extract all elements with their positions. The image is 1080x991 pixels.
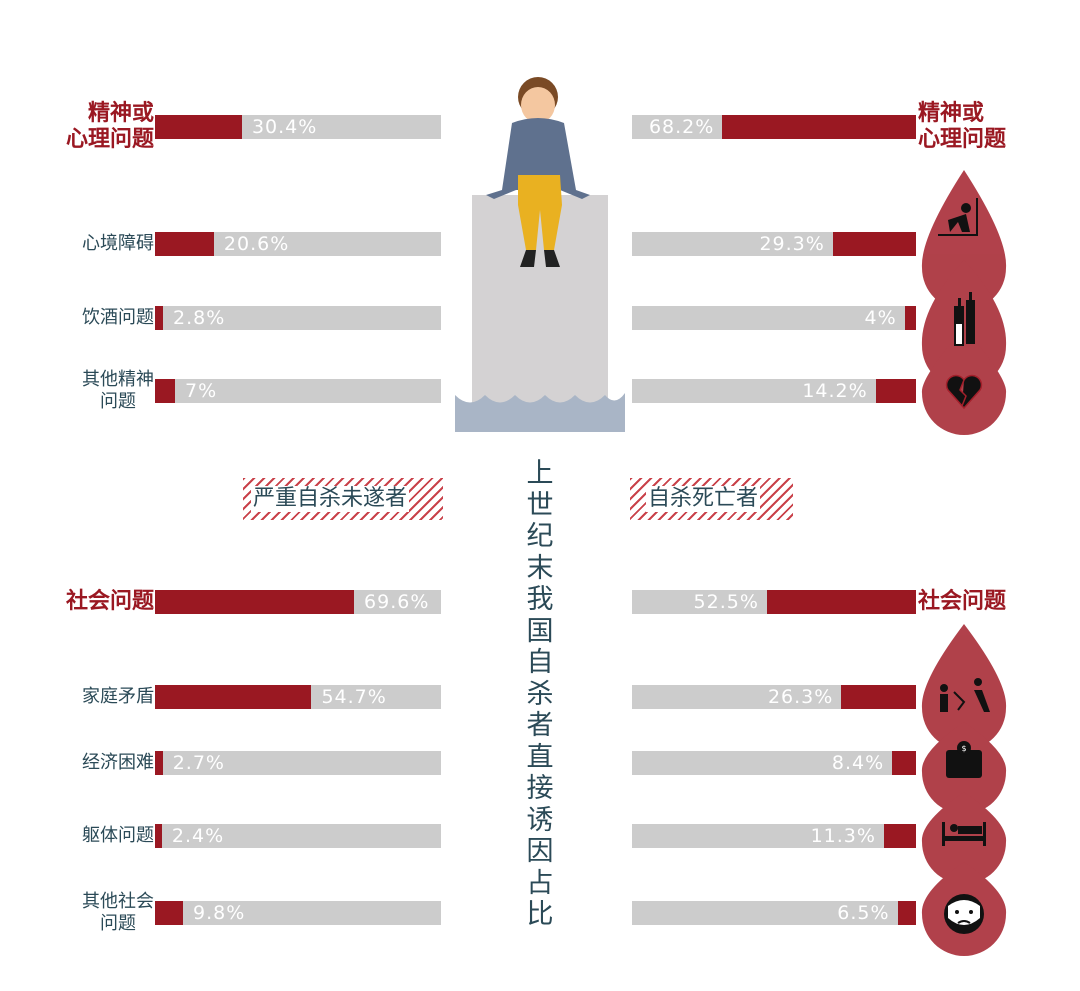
attempted-value-label: 7% xyxy=(185,380,218,402)
attempted-bar-track: 2.4% xyxy=(155,824,441,848)
deaths-value-label: 11.3% xyxy=(810,825,876,847)
attempted-bar-track: 30.4% xyxy=(155,115,441,139)
depressed-person-icon xyxy=(938,198,978,236)
attempted-bar-track: 20.6% xyxy=(155,232,441,256)
drops-mental xyxy=(921,170,1007,435)
attempted-category-label: 家庭矛盾 xyxy=(82,686,154,707)
deaths-value-label: 8.4% xyxy=(831,752,885,774)
deaths-bar-fill xyxy=(841,685,916,709)
drops-social: $ xyxy=(921,624,1007,956)
deaths-value-label: 6.5% xyxy=(837,902,890,924)
attempted-value-label: 54.7% xyxy=(321,686,387,708)
deaths-bar-track: 14.2% xyxy=(632,379,916,403)
water xyxy=(455,393,625,432)
attempted-bar-track: 7% xyxy=(155,379,441,403)
attempted-bar-fill xyxy=(155,232,214,256)
person-on-ledge-illustration xyxy=(455,77,625,432)
attempted-value-label: 2.8% xyxy=(173,307,226,329)
attempted-category-label: 躯体问题 xyxy=(82,825,154,846)
deaths-bar-fill xyxy=(892,751,916,775)
attempted-bar-fill xyxy=(155,306,163,330)
attempted-bar-fill xyxy=(155,901,184,925)
attempted-bar-fill xyxy=(155,751,163,775)
deaths-bar-track: 6.5% xyxy=(632,901,916,925)
attempted-category-label: 社会问题 xyxy=(65,589,154,614)
deaths-bar-fill xyxy=(897,901,916,925)
deaths-category-label: 精神或 心理问题 xyxy=(918,101,1007,152)
legend-deaths-label: 自杀死亡者 xyxy=(646,486,761,512)
deaths-value-label: 26.3% xyxy=(767,686,834,708)
deaths-bar-fill xyxy=(832,232,916,256)
deaths-value-label: 29.3% xyxy=(759,233,825,255)
legend-attempted: 严重自杀未遂者 xyxy=(243,478,443,520)
attempted-value-label: 2.4% xyxy=(171,825,225,847)
svg-text:$: $ xyxy=(961,744,966,753)
attempted-bar-fill xyxy=(155,379,176,403)
deaths-bar-fill xyxy=(766,590,916,614)
legend-deaths: 自杀死亡者 xyxy=(630,478,793,520)
attempted-category-label: 其他社会 问题 xyxy=(82,891,154,934)
deaths-bar-fill xyxy=(722,115,916,139)
wine-bottles-icon xyxy=(954,292,975,346)
attempted-value-label: 9.8% xyxy=(193,902,246,924)
deaths-value-label: 68.2% xyxy=(648,116,715,138)
attempted-bar-track: 54.7% xyxy=(155,685,441,709)
attempted-bar-fill xyxy=(155,685,312,709)
attempted-category-label: 饮酒问题 xyxy=(82,307,154,328)
attempted-bar-fill xyxy=(155,590,355,614)
deaths-value-label: 4% xyxy=(864,307,897,329)
deaths-bar-track: 4% xyxy=(632,306,916,330)
attempted-category-label: 其他精神 问题 xyxy=(82,369,154,412)
deaths-bar-fill xyxy=(904,306,916,330)
broken-heart-icon xyxy=(945,374,983,410)
attempted-bar-track: 69.6% xyxy=(155,590,441,614)
attempted-bar-fill xyxy=(155,824,162,848)
hospital-bed-icon xyxy=(942,822,986,846)
deaths-bar-fill xyxy=(875,379,916,403)
deaths-bar-track: 29.3% xyxy=(632,232,916,256)
attempted-category-label: 心境障碍 xyxy=(82,233,154,254)
deaths-value-label: 14.2% xyxy=(802,380,868,402)
attempted-value-label: 20.6% xyxy=(223,233,290,255)
crying-face-icon xyxy=(944,894,984,934)
attempted-value-label: 2.7% xyxy=(172,752,225,774)
attempted-bar-fill xyxy=(155,115,242,139)
attempted-value-label: 69.6% xyxy=(364,591,430,613)
attempted-category-label: 经济困难 xyxy=(82,752,154,773)
wallet-icon: $ xyxy=(946,741,982,778)
attempted-category-label: 精神或 心理问题 xyxy=(65,101,154,152)
attempted-bar-track: 9.8% xyxy=(155,901,441,925)
chart-title: 上世纪末我国自杀者直接诱因占比 xyxy=(526,458,554,930)
deaths-bar-track: 26.3% xyxy=(632,685,916,709)
deaths-bar-track: 11.3% xyxy=(632,824,916,848)
attempted-bar-track: 2.7% xyxy=(155,751,441,775)
family-conflict-icon xyxy=(940,678,990,712)
deaths-bar-fill xyxy=(883,824,916,848)
deaths-bar-track: 8.4% xyxy=(632,751,916,775)
deaths-category-label: 社会问题 xyxy=(918,589,1007,614)
ledge xyxy=(472,195,608,432)
deaths-value-label: 52.5% xyxy=(693,591,759,613)
attempted-value-label: 30.4% xyxy=(251,116,318,138)
legend-attempted-label: 严重自杀未遂者 xyxy=(251,486,410,512)
deaths-bar-track: 68.2% xyxy=(632,115,916,139)
deaths-bar-track: 52.5% xyxy=(632,590,916,614)
attempted-bar-track: 2.8% xyxy=(155,306,441,330)
